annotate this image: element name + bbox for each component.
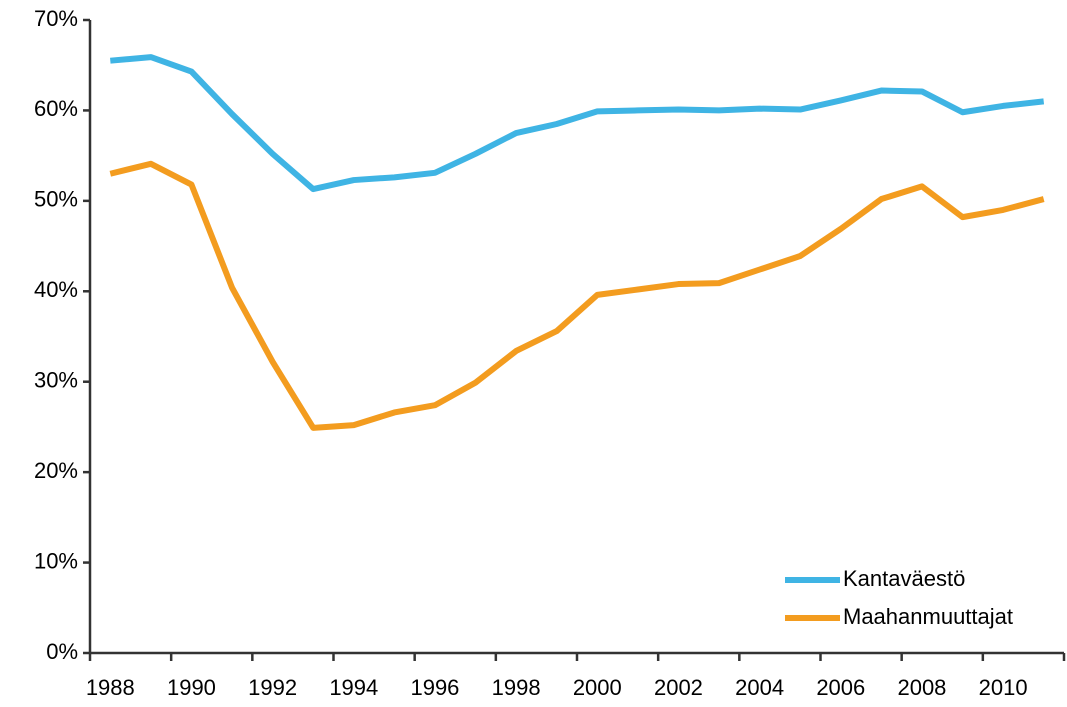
- y-tick-label: 70%: [34, 6, 78, 31]
- x-tick-label: 1988: [86, 675, 135, 700]
- y-tick-label: 40%: [34, 277, 78, 302]
- x-tick-label: 2008: [897, 675, 946, 700]
- legend-label: Maahanmuuttajat: [843, 604, 1013, 629]
- y-tick-label: 20%: [34, 458, 78, 483]
- x-tick-label: 1996: [410, 675, 459, 700]
- x-tick-label: 2006: [816, 675, 865, 700]
- legend-label: Kantaväestö: [843, 566, 965, 591]
- series-line: [109, 160, 1045, 431]
- x-tick-label: 2010: [979, 675, 1028, 700]
- x-tick-label: 1994: [329, 675, 378, 700]
- x-tick-label: 1992: [248, 675, 297, 700]
- y-tick-label: 10%: [34, 548, 78, 573]
- y-tick-label: 60%: [34, 96, 78, 121]
- x-tick-label: 2004: [735, 675, 784, 700]
- y-tick-label: 50%: [34, 187, 78, 212]
- y-tick-label: 30%: [34, 368, 78, 393]
- x-tick-label: 1998: [492, 675, 541, 700]
- x-tick-label: 1990: [167, 675, 216, 700]
- series-line: [110, 54, 1045, 193]
- x-tick-label: 2000: [573, 675, 622, 700]
- y-tick-label: 0%: [46, 639, 78, 664]
- x-tick-label: 2002: [654, 675, 703, 700]
